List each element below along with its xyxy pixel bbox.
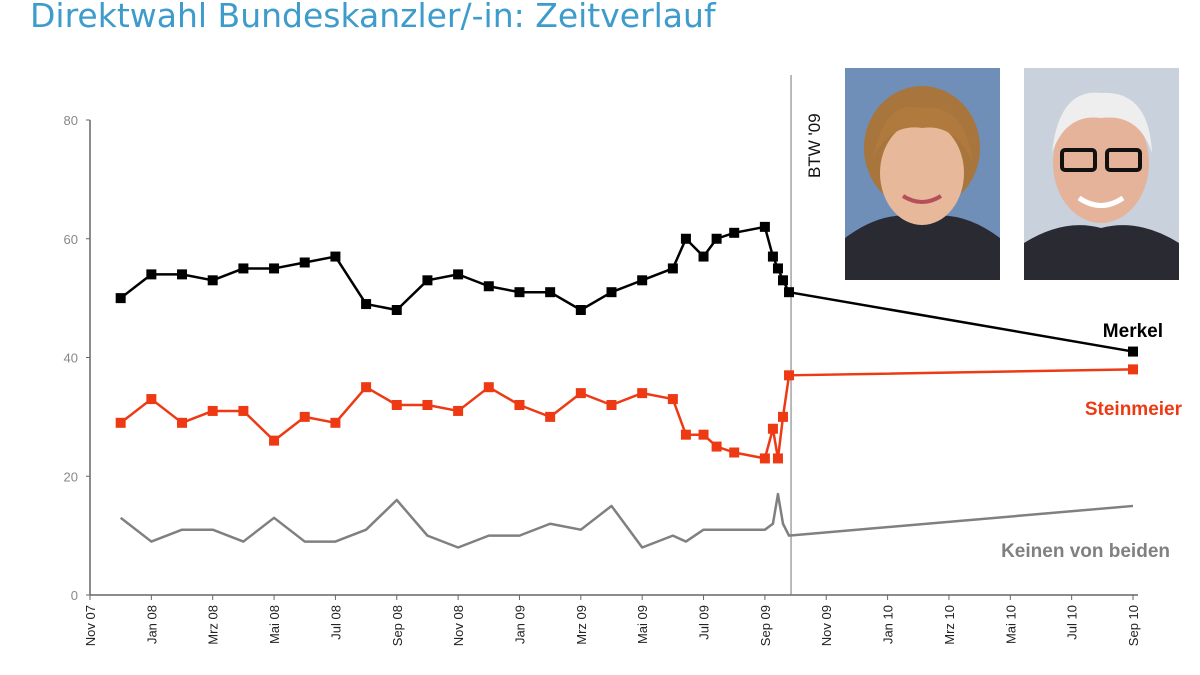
x-tick-label: Nov 09 — [819, 605, 834, 646]
data-point — [767, 251, 778, 262]
data-point — [1128, 346, 1138, 357]
data-point — [729, 227, 740, 238]
data-point — [514, 287, 525, 298]
x-tick-label: Jan 09 — [512, 605, 527, 644]
data-point — [637, 388, 648, 399]
data-point — [207, 275, 218, 286]
y-tick-label: 80 — [64, 113, 78, 128]
merkel-photo — [845, 68, 1000, 280]
series-label: Steinmeier — [1085, 399, 1183, 420]
data-point — [207, 405, 218, 416]
data-point — [575, 388, 586, 399]
data-point — [1128, 364, 1138, 375]
data-point — [680, 429, 691, 440]
x-tick-label: Mrz 08 — [206, 605, 221, 645]
data-point — [422, 275, 433, 286]
data-point — [177, 417, 188, 428]
data-point — [698, 251, 709, 262]
data-point — [667, 394, 678, 405]
data-point — [767, 423, 778, 434]
data-point — [391, 305, 402, 315]
data-point — [759, 221, 770, 232]
data-point — [115, 417, 126, 428]
x-tick-label: Jan 10 — [881, 605, 896, 644]
data-point — [361, 382, 372, 393]
series-label: Merkel — [1103, 321, 1163, 342]
x-tick-label: Mai 10 — [1003, 605, 1018, 644]
x-tick-label: Mai 08 — [267, 605, 282, 644]
data-point — [772, 453, 783, 464]
x-tick-label: Jul 08 — [328, 605, 343, 640]
data-point — [361, 299, 372, 310]
x-tick-label: Mai 09 — [635, 605, 650, 644]
x-tick-label: Mrz 09 — [574, 605, 589, 645]
x-tick-label: Nov 08 — [451, 605, 466, 646]
x-tick-label: Mrz 10 — [942, 605, 957, 645]
data-point — [269, 263, 280, 274]
data-point — [784, 370, 795, 381]
data-point — [711, 233, 722, 244]
x-tick-label: Jul 09 — [697, 605, 712, 640]
data-point — [177, 269, 188, 280]
data-point — [115, 293, 126, 304]
data-point — [146, 394, 157, 405]
page-title: Direktwahl Bundeskanzler/-in: Zeitverlau… — [30, 0, 716, 35]
data-point — [711, 441, 722, 452]
steinmeier-photo — [1024, 68, 1179, 280]
x-tick-label: Sep 08 — [390, 605, 405, 646]
data-point — [299, 257, 310, 268]
y-tick-label: 40 — [64, 351, 78, 366]
data-point — [453, 269, 464, 280]
data-point — [777, 275, 788, 286]
portrait-image — [845, 68, 1000, 280]
data-point — [606, 400, 617, 410]
data-point — [606, 287, 617, 298]
portrait-image — [1024, 68, 1179, 280]
data-point — [299, 411, 310, 422]
data-point — [637, 275, 648, 286]
election-marker-label: BTW '09 — [805, 113, 824, 178]
data-point — [784, 287, 795, 298]
data-point — [680, 233, 691, 244]
data-point — [729, 447, 740, 458]
data-point — [269, 435, 280, 446]
data-point — [391, 400, 402, 410]
data-point — [545, 287, 556, 298]
x-tick-label: Nov 07 — [83, 605, 98, 646]
data-point — [575, 305, 586, 315]
data-point — [514, 400, 525, 410]
data-point — [777, 411, 788, 422]
series-line-2 — [119, 492, 1134, 549]
data-point — [772, 263, 783, 274]
y-tick-label: 0 — [71, 588, 78, 603]
data-point — [483, 382, 494, 393]
data-point — [422, 400, 433, 410]
data-point — [545, 411, 556, 422]
data-point — [238, 263, 249, 274]
data-point — [667, 263, 678, 274]
data-point — [330, 251, 341, 262]
data-point — [483, 281, 494, 292]
x-tick-label: Sep 10 — [1126, 605, 1141, 646]
x-tick-label: Jan 08 — [144, 605, 159, 644]
data-point — [759, 453, 770, 464]
data-point — [698, 429, 709, 440]
data-point — [453, 405, 464, 416]
data-point — [146, 269, 157, 280]
data-point — [238, 405, 249, 416]
x-tick-label: Sep 09 — [758, 605, 773, 646]
series-label: Keinen von beiden — [1001, 541, 1170, 562]
data-point — [330, 417, 341, 428]
x-tick-label: Jul 10 — [1065, 605, 1080, 640]
y-tick-label: 20 — [64, 469, 78, 484]
y-tick-label: 60 — [64, 232, 78, 247]
